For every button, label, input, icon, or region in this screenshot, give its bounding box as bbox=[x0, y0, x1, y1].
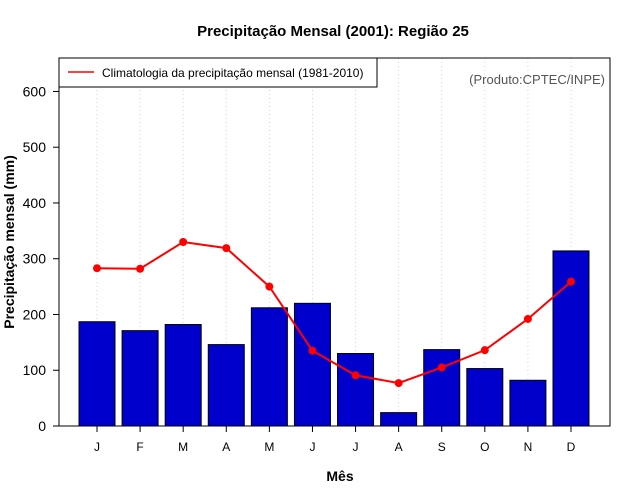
bar-6 bbox=[337, 353, 375, 427]
climatology-line bbox=[93, 238, 575, 388]
y-tick-label-400: 400 bbox=[23, 195, 47, 211]
bar-9 bbox=[466, 368, 504, 427]
x-tick-label-9: O bbox=[480, 440, 489, 454]
y-tick-label-0: 0 bbox=[38, 418, 46, 434]
x-tick-label-10: N bbox=[524, 440, 533, 454]
y-tick-label-100: 100 bbox=[23, 362, 47, 378]
bar-8 bbox=[423, 349, 461, 427]
x-tick-label-0: J bbox=[94, 440, 100, 454]
legend-box bbox=[58, 57, 378, 88]
bar-4 bbox=[250, 307, 288, 427]
climatology-point-10 bbox=[523, 314, 532, 323]
climatology-point-2 bbox=[179, 238, 188, 246]
legend: Climatologia da precipitação mensal (198… bbox=[58, 57, 378, 88]
x-tick-label-8: S bbox=[438, 440, 446, 454]
x-tick-label-11: D bbox=[567, 440, 576, 454]
y-tick-label-200: 200 bbox=[23, 306, 47, 322]
x-tick-label-5: J bbox=[309, 440, 315, 454]
bar-5 bbox=[293, 302, 331, 427]
bar-1 bbox=[121, 330, 159, 427]
bar-10 bbox=[509, 379, 547, 427]
y-tick-label-500: 500 bbox=[23, 139, 47, 155]
climatology-point-11 bbox=[567, 277, 575, 286]
x-tick-label-6: J bbox=[353, 440, 359, 454]
climatology-point-8 bbox=[437, 363, 446, 372]
x-tick-label-7: A bbox=[395, 440, 403, 454]
climatology-point-0 bbox=[93, 264, 101, 273]
climatology-point-3 bbox=[222, 244, 231, 253]
y-tick-label-600: 600 bbox=[23, 83, 47, 99]
x-tick-label-2: M bbox=[178, 440, 188, 454]
climatology-point-6 bbox=[351, 371, 360, 380]
credit-text: (Produto:CPTEC/INPE) bbox=[469, 72, 605, 87]
bar-0 bbox=[78, 321, 116, 427]
climatology-point-5 bbox=[308, 346, 317, 355]
bars bbox=[78, 250, 590, 427]
climatology-polyline bbox=[96, 240, 572, 385]
climatology-point-1 bbox=[136, 264, 145, 273]
y-axis-title: Precipitação mensal (mm) bbox=[1, 155, 17, 329]
chart-title: Precipitação Mensal (2001): Região 25 bbox=[197, 23, 469, 40]
climatology-point-7 bbox=[394, 379, 403, 388]
climatology-point-4 bbox=[265, 282, 274, 291]
bar-11 bbox=[552, 250, 590, 427]
x-tick-label-1: F bbox=[136, 440, 143, 454]
bar-3 bbox=[207, 344, 245, 427]
x-tick-label-4: M bbox=[264, 440, 274, 454]
legend-entry: Climatologia da precipitação mensal (198… bbox=[102, 66, 363, 80]
x-axis-title: Mês bbox=[326, 468, 353, 484]
climatology-point-9 bbox=[480, 346, 489, 355]
y-axis: 0 100 200 300 400 500 600 bbox=[23, 83, 59, 434]
bar-2 bbox=[164, 324, 202, 427]
x-tick-label-3: A bbox=[222, 440, 230, 454]
bar-7 bbox=[380, 412, 418, 427]
y-tick-label-300: 300 bbox=[23, 251, 47, 267]
